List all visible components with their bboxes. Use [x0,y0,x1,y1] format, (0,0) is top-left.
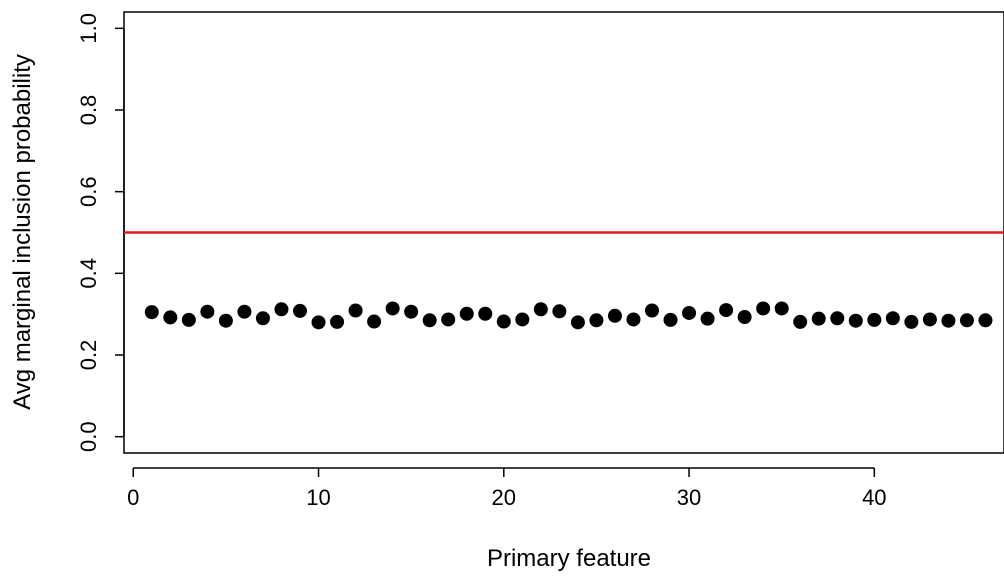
y-axis: 0.0 0.2 0.4 0.6 0.8 1.0 [76,13,125,452]
data-point [737,310,752,325]
data-point [385,301,400,316]
x-tick-label: 0 [127,485,139,510]
data-point [496,314,511,329]
y-tick-label: 0.0 [76,421,101,452]
data-point [404,304,419,319]
data-point [867,312,882,327]
data-point [163,310,178,325]
data-point [663,312,678,327]
data-point [255,311,270,326]
y-tick-label: 0.4 [76,258,101,289]
data-point [144,305,159,320]
y-tick-label: 0.6 [76,176,101,207]
data-point [700,311,715,326]
data-point [645,303,659,318]
data-point [441,312,456,327]
data-point [367,314,382,329]
data-point [830,311,845,326]
data-point [959,313,974,328]
data-point [330,314,345,329]
x-tick-label: 30 [677,485,701,510]
y-tick-label: 0.8 [76,95,101,126]
x-axis: 0 10 20 30 40 [127,467,887,510]
y-axis-title: Avg marginal inclusion probability [9,54,36,410]
data-point [756,301,771,316]
x-tick-label: 10 [306,485,330,510]
data-point [793,314,808,329]
x-tick-label: 20 [492,485,516,510]
data-point [774,301,789,316]
data-point [848,313,863,328]
data-points [144,301,993,330]
data-point [719,303,734,318]
x-tick-label: 40 [862,485,886,510]
data-point [459,306,474,321]
data-point [200,304,215,319]
data-point [811,311,826,326]
data-point [904,314,919,329]
data-point [607,308,622,323]
data-point [478,306,493,321]
data-point [552,304,567,319]
data-point [978,313,993,328]
y-tick-label: 0.2 [76,340,101,371]
data-point [941,313,956,328]
data-point [885,311,900,326]
data-point [589,313,604,328]
data-point [293,303,307,318]
data-point [218,313,233,328]
x-axis-title: Primary feature [487,545,651,572]
data-point [348,303,363,318]
data-point [515,312,530,327]
data-point [626,312,641,327]
data-point [570,315,585,330]
data-point [682,305,697,320]
data-point [237,304,252,319]
data-point [274,302,289,317]
data-point [533,302,548,317]
data-point [922,312,937,327]
data-point [422,313,437,328]
y-tick-label: 1.0 [76,13,101,44]
data-point [181,312,196,327]
data-point [311,315,326,330]
